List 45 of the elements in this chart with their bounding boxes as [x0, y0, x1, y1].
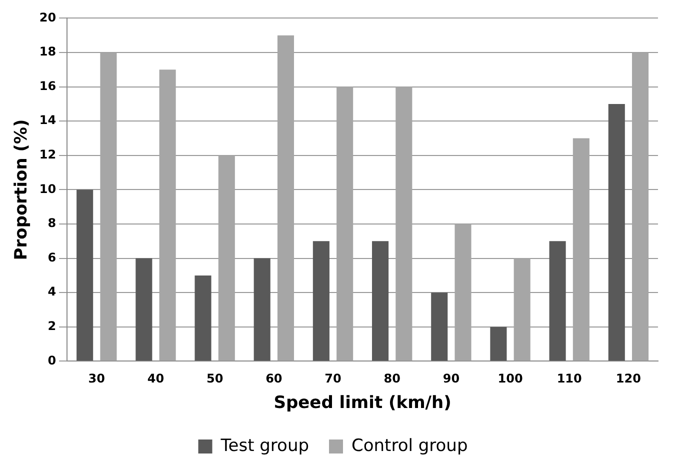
bar [608, 104, 625, 361]
x-tick-label: 40 [147, 372, 164, 386]
bar [431, 292, 448, 361]
legend-label: Control group [352, 436, 468, 456]
y-tick-label: 0 [48, 353, 56, 368]
y-tick-label: 8 [48, 216, 56, 230]
bar [336, 86, 354, 361]
bar [277, 35, 294, 361]
x-tick-label: 80 [384, 372, 400, 386]
y-tick-label: 18 [39, 44, 56, 59]
bar [514, 258, 530, 361]
x-axis-title: Speed limit (km/h) [274, 393, 452, 414]
y-tick-label: 14 [39, 113, 56, 128]
y-tick-label: 6 [48, 250, 56, 264]
bar [100, 52, 117, 361]
legend-label: Test group [220, 436, 310, 456]
x-tick-label: 90 [442, 372, 460, 386]
y-axis-title: Proportion (%) [12, 119, 32, 260]
y-tick-label: 16 [39, 78, 56, 93]
bar [159, 70, 176, 361]
bar [454, 224, 472, 361]
x-tick-label: 50 [206, 372, 224, 386]
y-tick-label: 12 [39, 148, 56, 162]
y-tick-label: 2 [48, 319, 56, 334]
bar [372, 241, 389, 361]
bar [572, 138, 590, 361]
bar [136, 258, 152, 361]
bar [254, 258, 270, 361]
x-tick-label: 120 [616, 372, 641, 386]
bar [549, 241, 566, 361]
x-tick-label: 70 [324, 372, 342, 386]
bar [312, 241, 330, 361]
bar [490, 326, 507, 361]
bar [218, 155, 235, 361]
bar [76, 190, 94, 361]
bar [194, 275, 212, 361]
x-tick-label: 100 [498, 372, 523, 386]
x-tick-label: 30 [88, 372, 105, 386]
y-tick-label: 4 [48, 284, 56, 299]
bar [632, 52, 649, 361]
y-tick-label: 20 [39, 10, 56, 24]
y-tick-label: 10 [39, 182, 56, 196]
x-tick-label: 110 [556, 372, 582, 386]
x-tick-label: 60 [266, 372, 282, 386]
bar [396, 86, 412, 361]
